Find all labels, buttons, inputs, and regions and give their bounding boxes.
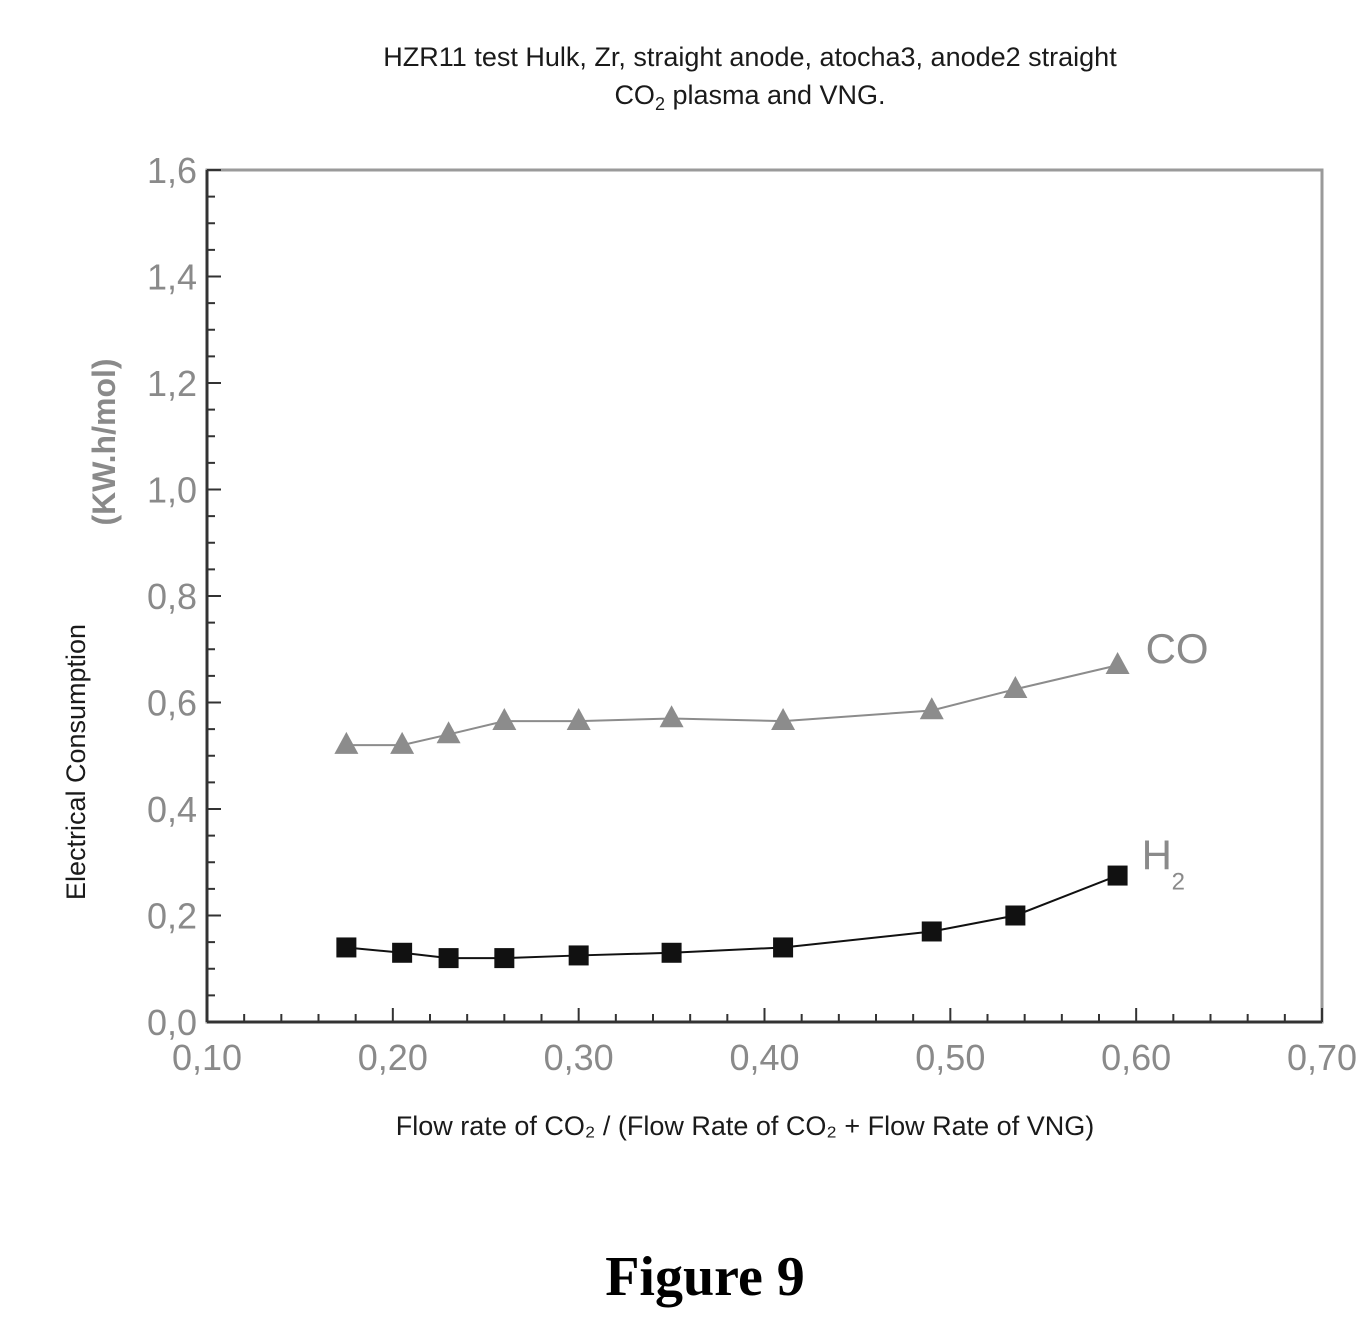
x-tick-label: 0,30 [544, 1037, 614, 1078]
plot-border [207, 170, 1322, 1022]
x-tick-label: 0,40 [729, 1037, 799, 1078]
series-line-co [346, 665, 1117, 745]
series-label-h2-subscript: 2 [1172, 869, 1185, 896]
data-point-h [1005, 906, 1025, 926]
x-tick-label: 0,20 [358, 1037, 428, 1078]
data-point-h [392, 943, 412, 963]
plot-frame [207, 170, 1322, 1022]
x-tick-label: 0,50 [915, 1037, 985, 1078]
y-tick-label: 1,0 [147, 470, 197, 511]
x-tick-label: 0,70 [1287, 1037, 1357, 1078]
figure-caption: Figure 9 [0, 1245, 1370, 1309]
y-tick-label: 0,0 [147, 1002, 197, 1043]
series-line-h [346, 876, 1117, 959]
x-tick-label: 0,10 [172, 1037, 242, 1078]
y-axis-label-main: Electrical Consumption [61, 624, 91, 900]
data-point-h [439, 948, 459, 968]
data-point-h [569, 945, 589, 965]
data-point-co [771, 708, 795, 730]
x-tick-label: 0,60 [1101, 1037, 1171, 1078]
data-point-co [334, 732, 358, 754]
y-tick-label: 0,2 [147, 896, 197, 937]
data-point-h [494, 948, 514, 968]
data-point-h [336, 937, 356, 957]
data-point-co [660, 705, 684, 727]
data-point-h [1108, 866, 1128, 886]
data-point-h [662, 943, 682, 963]
data-point-h [773, 937, 793, 957]
data-point-co [1106, 652, 1130, 674]
y-tick-label: 0,8 [147, 576, 197, 617]
data-point-h [922, 921, 942, 941]
y-tick-label: 1,6 [147, 150, 197, 191]
y-tick-label: 0,6 [147, 683, 197, 724]
axis-ticks: 0,10 0,20 0,30 0,40 0,50 0,60 0,70 0,0 0,2 0,4 0,6… [147, 150, 1357, 1078]
y-tick-label: 1,2 [147, 363, 197, 404]
series-labels: CO H2 [1142, 625, 1209, 895]
data-point-co [567, 708, 591, 730]
y-tick-label: 0,4 [147, 789, 197, 830]
y-tick-label: 1,4 [147, 257, 197, 298]
series-layer [334, 652, 1129, 968]
x-axis-label: Flow rate of CO₂ / (Flow Rate of CO₂ + F… [396, 1111, 1094, 1141]
series-label-h2: H [1142, 832, 1172, 879]
series-label-co: CO [1146, 625, 1209, 672]
y-axis-label-units: (KW.h/mol) [86, 358, 122, 525]
data-point-co [492, 708, 516, 730]
chart-plot: 0,10 0,20 0,30 0,40 0,50 0,60 0,70 0,0 0,2 0,4 0,6… [0, 0, 1370, 1230]
